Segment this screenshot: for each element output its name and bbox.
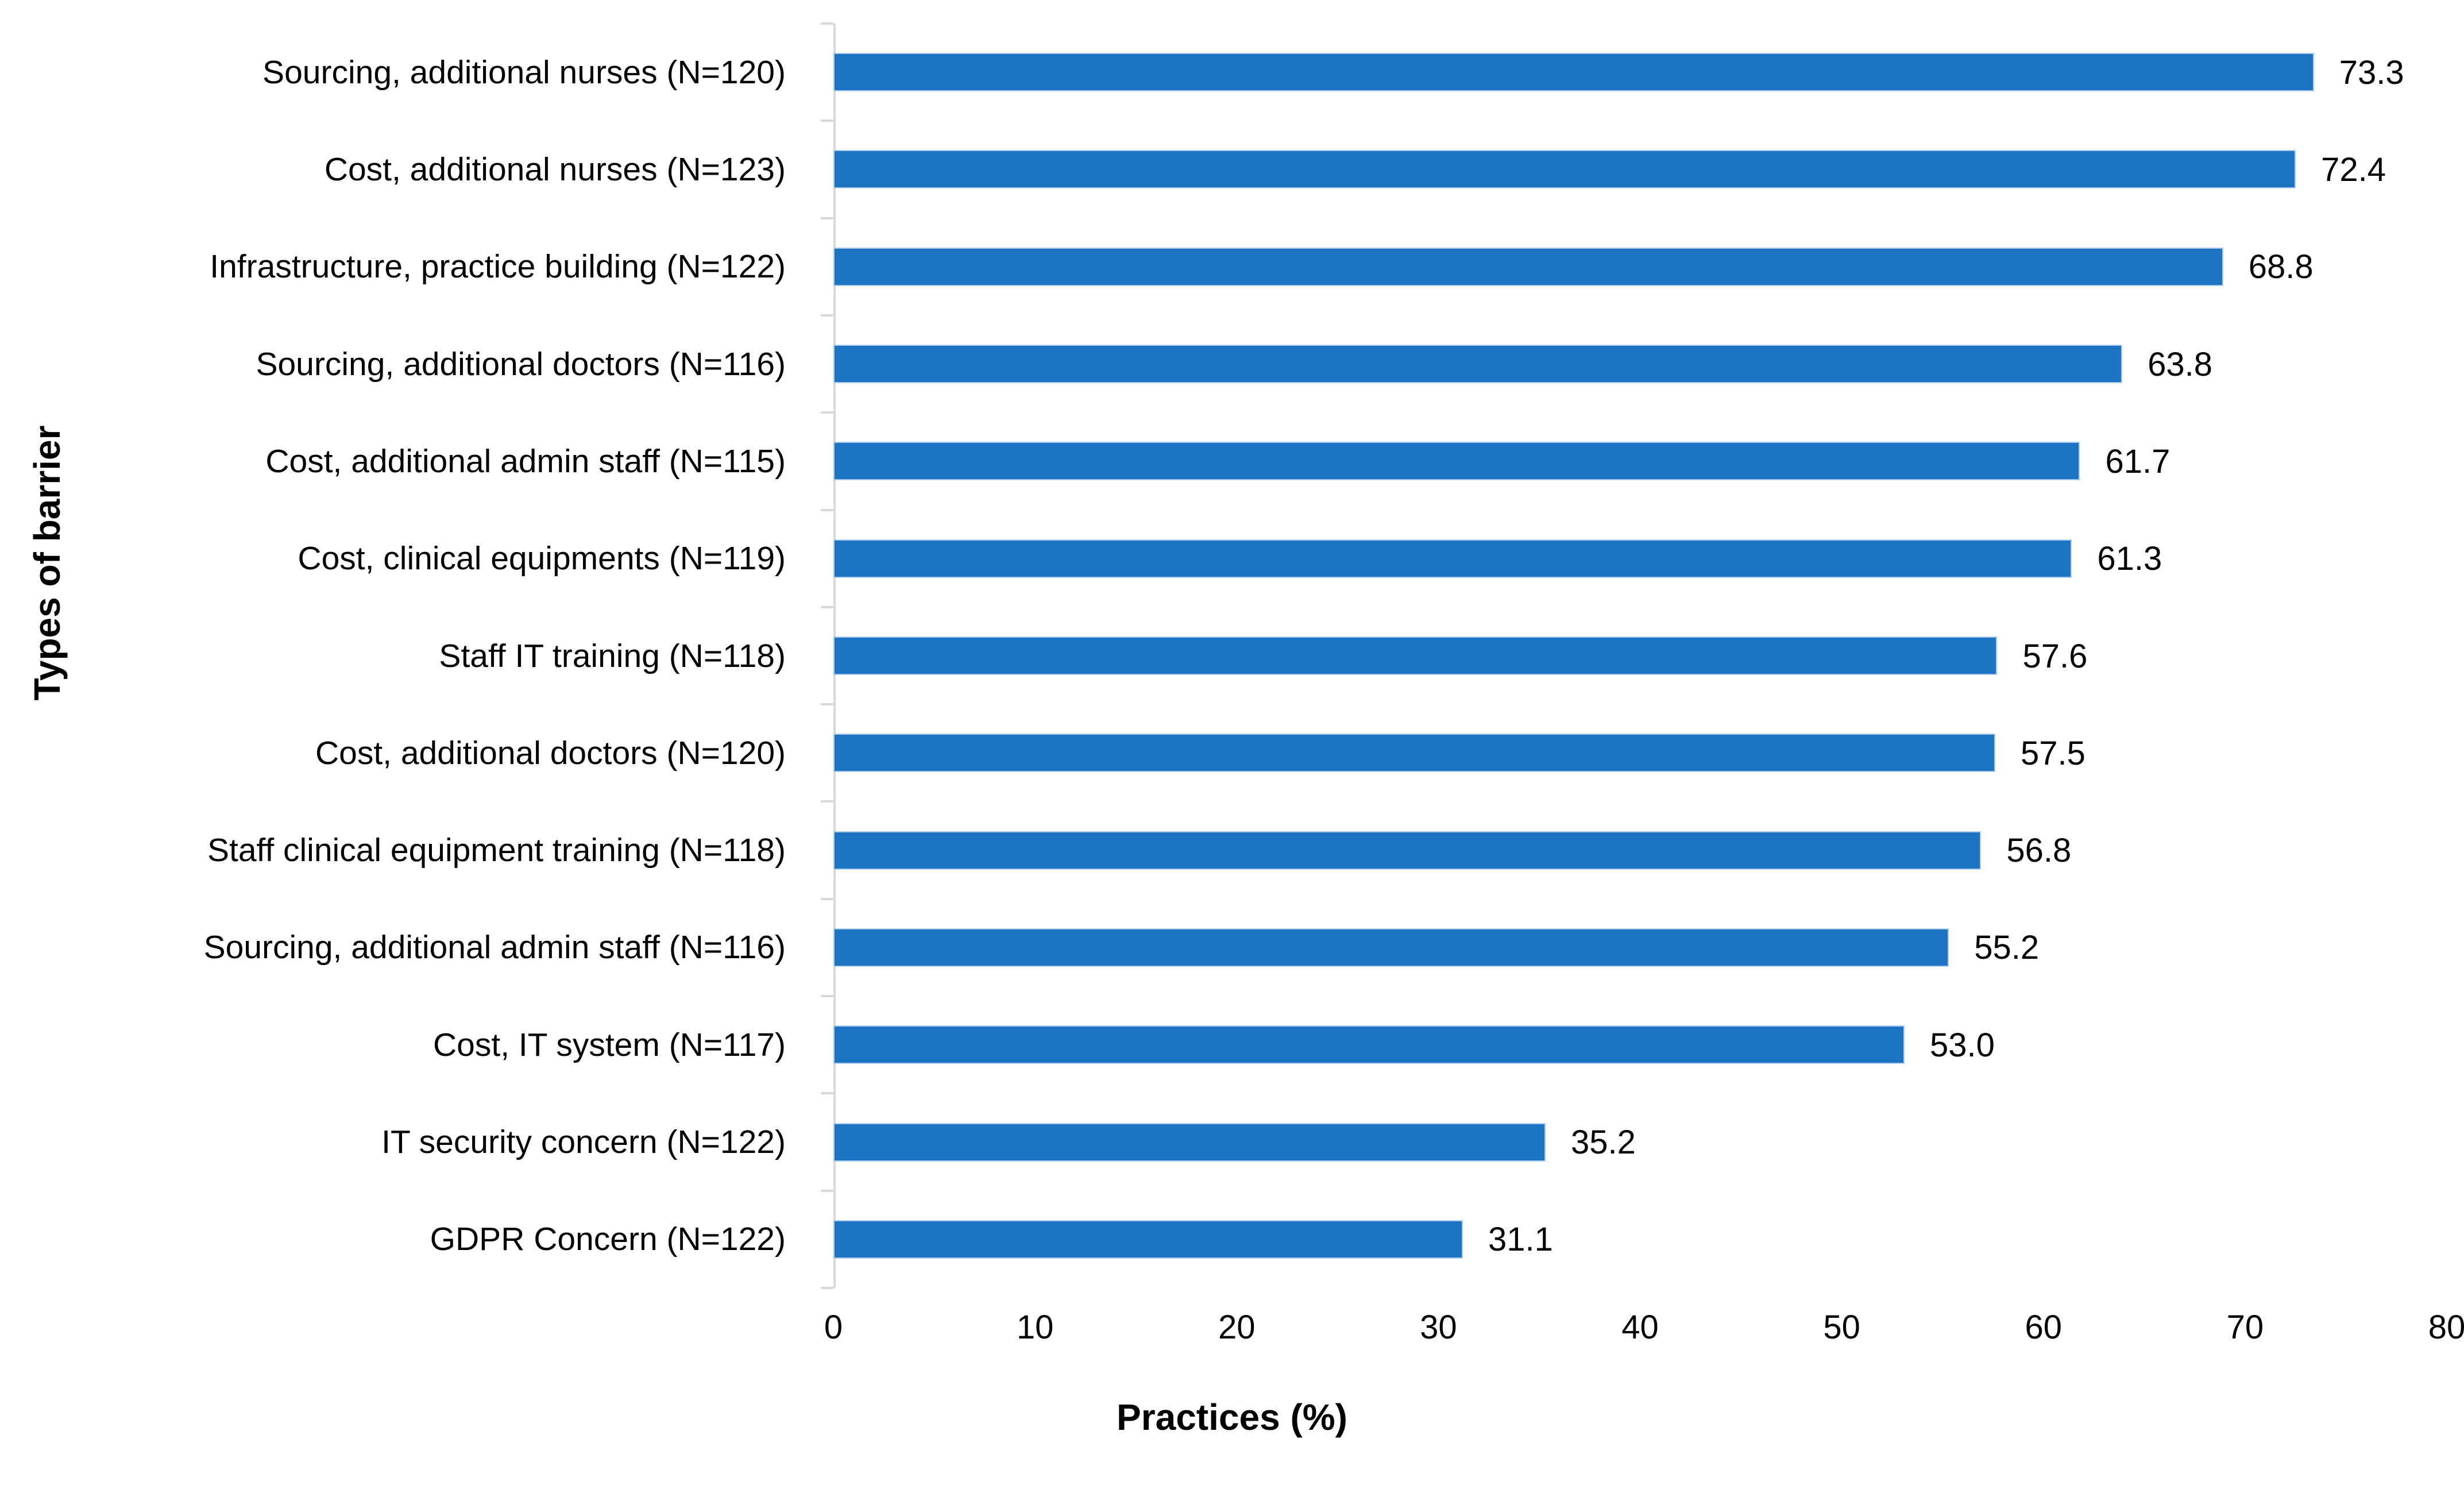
category-label: Cost, additional admin staff (N=115): [265, 442, 786, 480]
value-label: 61.7: [2105, 442, 2171, 480]
x-tick-label: 0: [824, 1309, 843, 1346]
bar: [835, 1027, 1903, 1063]
bar: [835, 638, 1996, 674]
value-label: 57.6: [2022, 637, 2088, 675]
category-label: Sourcing, additional admin staff (N=116): [203, 929, 786, 966]
x-tick-label: 10: [1016, 1309, 1054, 1346]
bar: [835, 1221, 1462, 1257]
category-axis-tick: [821, 800, 833, 803]
value-label: 56.8: [2006, 832, 2072, 870]
bar: [835, 151, 2295, 188]
category-label: Cost, additional doctors (N=120): [315, 734, 786, 771]
value-label: 55.2: [1974, 929, 2040, 967]
category-label: Staff clinical equipment training (N=118…: [207, 832, 786, 869]
bar: [835, 346, 2122, 383]
category-axis-tick: [821, 314, 833, 317]
category-label: Sourcing, additional doctors (N=116): [256, 345, 786, 383]
category-label: GDPR Concern (N=122): [430, 1221, 786, 1258]
category-axis-tick: [821, 411, 833, 414]
category-label: Cost, IT system (N=117): [433, 1026, 786, 1063]
x-tick-label: 50: [1823, 1309, 1860, 1346]
bar: [835, 735, 1994, 771]
category-label: Sourcing, additional nurses (N=120): [262, 53, 786, 91]
value-label: 63.8: [2148, 345, 2213, 383]
category-axis-tick: [821, 703, 833, 706]
category-label: IT security concern (N=122): [381, 1124, 786, 1161]
category-label: Staff IT training (N=118): [439, 637, 786, 674]
category-axis-tick: [821, 605, 833, 608]
x-tick-label: 40: [1621, 1309, 1659, 1346]
bar: [835, 443, 2079, 480]
value-label: 31.1: [1488, 1221, 1553, 1259]
value-label: 57.5: [2020, 734, 2085, 772]
value-label: 68.8: [2248, 248, 2314, 286]
x-tick-label: 20: [1218, 1309, 1256, 1346]
bar: [835, 832, 1980, 869]
value-label: 35.2: [1570, 1124, 1636, 1162]
x-tick-label: 80: [2428, 1309, 2464, 1346]
bar: [835, 54, 2313, 91]
bar: [835, 540, 2071, 577]
value-label: 61.3: [2097, 540, 2162, 578]
bar: [835, 248, 2222, 285]
category-axis-tick: [821, 1287, 833, 1289]
value-label: 53.0: [1929, 1026, 1995, 1064]
x-axis-title: Practices (%): [1117, 1397, 1347, 1438]
value-label: 72.4: [2321, 151, 2386, 188]
category-axis-tick: [821, 119, 833, 122]
category-axis-tick: [821, 1189, 833, 1192]
bar: [835, 1124, 1544, 1160]
category-axis-tick: [821, 508, 833, 511]
category-axis-tick: [821, 217, 833, 219]
x-tick-label: 30: [1420, 1309, 1457, 1346]
category-label: Infrastructure, practice building (N=122…: [210, 248, 786, 286]
category-axis-tick: [821, 22, 833, 25]
category-label: Cost, clinical equipments (N=119): [298, 540, 786, 577]
bar: [835, 929, 1948, 966]
x-tick-label: 70: [2226, 1309, 2264, 1346]
category-axis-tick: [821, 1092, 833, 1095]
category-label: Cost, additional nurses (N=123): [324, 151, 786, 188]
x-tick-label: 60: [2025, 1309, 2062, 1346]
category-axis-tick: [821, 995, 833, 998]
value-label: 73.3: [2339, 53, 2404, 91]
category-axis-tick: [821, 897, 833, 900]
